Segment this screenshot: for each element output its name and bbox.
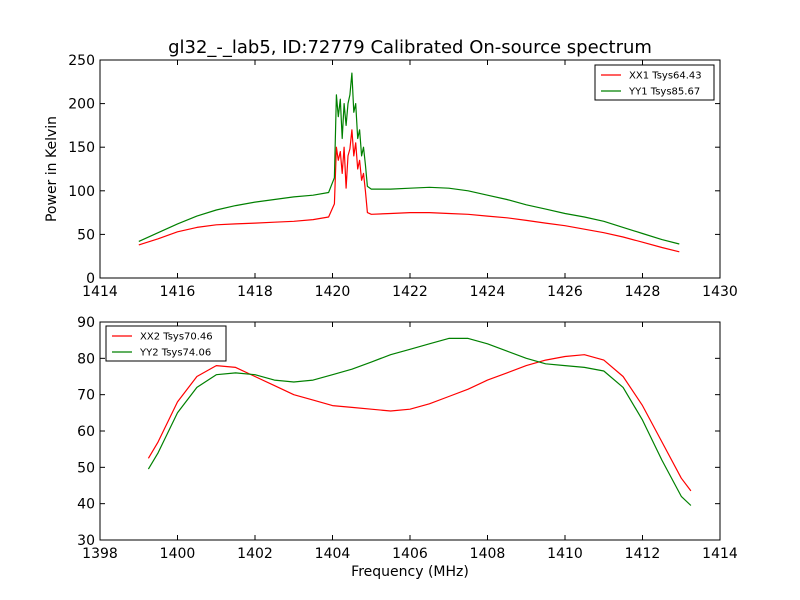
series-line-1-1: [138, 129, 680, 253]
legend: XX1 Tsys64.43 YY1 Tsys85.67: [594, 64, 715, 101]
legend-label-1: XX2 Tsys70.46: [140, 332, 213, 343]
x-tick-label: 1402: [237, 546, 273, 562]
x-tick-label: 1422: [392, 284, 428, 300]
y-axis-label: Power in Kelvin: [44, 116, 60, 222]
y-tick-label: 90: [77, 315, 95, 331]
x-axis-label: Frequency (MHz): [351, 564, 469, 580]
legend-label-2: YY1 Tsys85.67: [628, 87, 700, 98]
x-tick-label: 1420: [315, 284, 351, 300]
y-tick-label: 100: [68, 184, 95, 200]
legend-label-2: YY2 Tsys74.06: [139, 348, 211, 359]
x-tick-label: 1412: [625, 546, 661, 562]
x-tick-label: 1410: [547, 546, 583, 562]
x-tick-label: 1426: [547, 284, 583, 300]
x-tick-label: 1430: [702, 284, 738, 300]
y-tick-label: 30: [77, 533, 95, 549]
y-tick-label: 50: [77, 227, 95, 243]
y-tick-label: 40: [77, 497, 95, 513]
x-tick-label: 1418: [237, 284, 273, 300]
bottom-plot: 1398 1400 1402 1404 1406 1408 1410 1412 1414 30 40…: [77, 315, 738, 580]
y-tick-label: 150: [68, 140, 95, 156]
legend: XX2 Tsys70.46 YY2 Tsys74.06: [105, 325, 227, 362]
x-tick-label: 1424: [470, 284, 506, 300]
legend-box: [105, 325, 227, 362]
x-tick-label: 1404: [315, 546, 351, 562]
y-tick-label: 70: [77, 388, 95, 404]
top-plot: 1414 1416 1418 1420 1422 1424 1426 1428 1430 0 50 1…: [44, 53, 738, 300]
x-tick-label: 1398: [82, 546, 118, 562]
legend-label-1: XX1 Tsys64.43: [629, 71, 702, 82]
y-tick-label: 50: [77, 460, 95, 476]
x-tick-label: 1414: [82, 284, 118, 300]
y-tick-label: 200: [68, 97, 95, 113]
y-tick-label: 60: [77, 424, 95, 440]
series-line-2-1: [147, 354, 692, 492]
y-tick-label: 80: [77, 351, 95, 367]
x-tick-label: 1406: [392, 546, 428, 562]
figure-title: gl32_-_lab5, ID:72779 Calibrated On-sour…: [168, 37, 652, 58]
series-line-2-2: [147, 337, 692, 506]
x-tick-label: 1416: [160, 284, 196, 300]
legend-box: [594, 64, 715, 101]
y-tick-label: 0: [86, 271, 95, 287]
x-tick-label: 1400: [160, 546, 196, 562]
x-tick-label: 1408: [470, 546, 506, 562]
x-tick-label: 1414: [702, 546, 738, 562]
series-line-1-2: [138, 72, 680, 245]
x-tick-label: 1428: [625, 284, 661, 300]
y-tick-label: 250: [68, 53, 95, 69]
